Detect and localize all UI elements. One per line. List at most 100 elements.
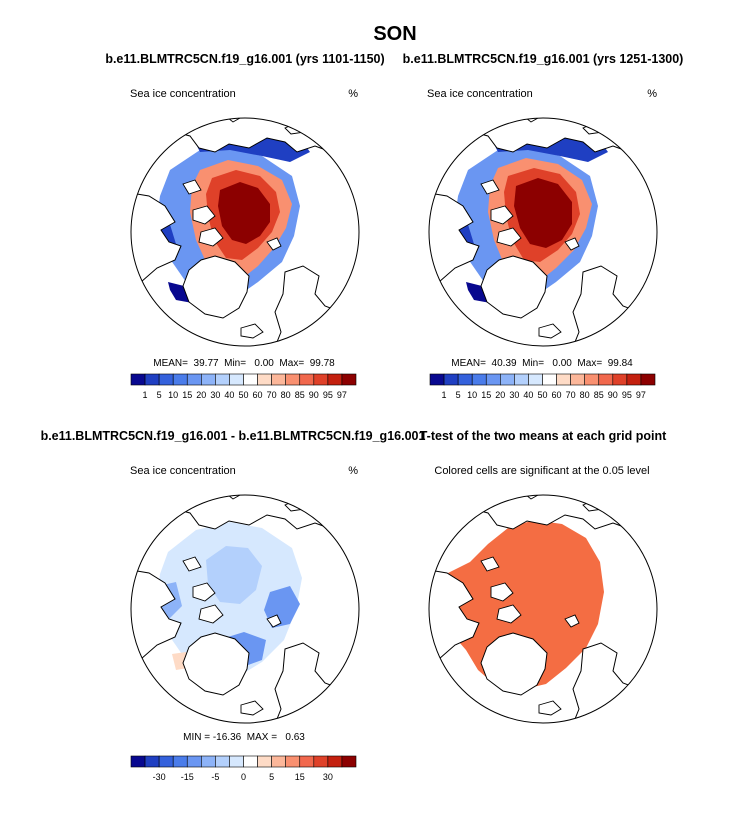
colorbar: 1 5 10 15 20 30 40 50 60 70 80 85 90 95 97 [130, 373, 357, 400]
colorbar-tick-label: 15 [481, 390, 491, 400]
colorbar-tick-label: 97 [636, 390, 646, 400]
colorbar-swatch [556, 373, 571, 386]
colorbar-swatch [215, 755, 230, 768]
units-label: % [348, 465, 358, 477]
units-label: % [647, 88, 657, 100]
colorbar-tick-label: 15 [182, 390, 192, 400]
colorbar-tick-label: 70 [267, 390, 277, 400]
diff-field [131, 495, 359, 723]
panel-top-right: b.e11.BLMTRC5CN.f19_g16.001 (yrs 1251-13… [403, 52, 684, 400]
panel-subtitle: Colored cells are significant at the 0.0… [434, 465, 649, 477]
colorbar-swatch [341, 373, 357, 386]
stats-label: MEAN= 40.39 Min= 0.00 Max= 99.84 [451, 358, 633, 369]
colorbar-swatch [471, 373, 487, 386]
variable-label: Sea ice concentration [130, 88, 236, 100]
panel-title: b.e11.BLMTRC5CN.f19_g16.001 (yrs 1101-11… [105, 52, 384, 66]
colorbar-tick-label: 0 [241, 772, 246, 782]
colorbar-swatch [485, 373, 501, 386]
colorbar-swatch [285, 755, 301, 768]
colorbar-tick-label: 5 [456, 390, 461, 400]
map-border [428, 117, 658, 347]
colorbar-swatch [243, 373, 258, 386]
colorbar-swatch [229, 755, 244, 768]
colorbar-swatch [457, 373, 473, 386]
colorbar-swatch [612, 373, 628, 386]
colorbar-swatch [313, 373, 329, 386]
colorbar-tick-label: 20 [196, 390, 206, 400]
colorbar-tick-label: 70 [566, 390, 576, 400]
colorbar-swatch [257, 755, 272, 768]
colorbar-swatch [299, 755, 315, 768]
colorbar-swatch [158, 755, 174, 768]
panel-title: b.e11.BLMTRC5CN.f19_g16.001 - b.e11.BLMT… [41, 429, 426, 443]
colorbar-tick-label: 30 [509, 390, 519, 400]
colorbar-tick-label: 80 [281, 390, 291, 400]
stats-label: MEAN= 39.77 Min= 0.00 Max= 99.78 [153, 358, 335, 369]
colorbar-swatch [429, 373, 445, 386]
colorbar-swatch [327, 373, 343, 386]
colorbar-swatch [243, 755, 258, 768]
diff-moderate [206, 546, 262, 604]
colorbar-swatch [144, 373, 160, 386]
panel-title: T-test of the two means at each grid poi… [420, 429, 667, 443]
map-border [130, 117, 360, 347]
colorbar-swatch [528, 373, 543, 386]
colorbar-swatch [341, 755, 357, 768]
ice-central [514, 178, 572, 248]
colorbar-tick-label: 5 [157, 390, 162, 400]
significance-field [429, 495, 657, 723]
colorbar-tick-label: 5 [269, 772, 274, 782]
colorbar: 1 5 10 15 20 30 40 50 60 70 80 85 90 95 97 [429, 373, 656, 400]
colorbar-tick-label: 85 [594, 390, 604, 400]
panel-bottom-right: T-test of the two means at each grid poi… [420, 429, 667, 724]
colorbar-swatch [201, 755, 216, 768]
variable-label: Sea ice concentration [427, 88, 533, 100]
colorbar-tick-label: -30 [153, 772, 166, 782]
colorbar-tick-label: 60 [552, 390, 562, 400]
colorbar-swatch [443, 373, 459, 386]
panel-bottom-left: b.e11.BLMTRC5CN.f19_g16.001 - b.e11.BLMT… [41, 429, 426, 782]
map-border [130, 494, 360, 724]
colorbar-swatch [285, 373, 301, 386]
colorbar-swatch [144, 755, 160, 768]
colorbar-swatch [584, 373, 600, 386]
colorbar-tick-label: 50 [238, 390, 248, 400]
colorbar-swatch [172, 373, 188, 386]
colorbar-swatch [570, 373, 585, 386]
colorbar-tick-label: 85 [295, 390, 305, 400]
panel-top-left: b.e11.BLMTRC5CN.f19_g16.001 (yrs 1101-11… [105, 52, 384, 400]
colorbar-tick-label: 30 [210, 390, 220, 400]
colorbar-swatch [626, 373, 642, 386]
colorbar-tick-label: -5 [211, 772, 219, 782]
colorbar-tick-label: 95 [622, 390, 632, 400]
colorbar-swatch [172, 755, 188, 768]
ice-central [218, 182, 270, 244]
colorbar-tick-label: 10 [168, 390, 178, 400]
map-border [428, 494, 658, 724]
figure-title: SON [373, 23, 416, 45]
colorbar-tick-label: 20 [495, 390, 505, 400]
colorbar: -30 -15 -5 0 5 15 30 [130, 755, 357, 782]
panel-title: b.e11.BLMTRC5CN.f19_g16.001 (yrs 1251-13… [403, 52, 684, 66]
colorbar-swatch [327, 755, 343, 768]
colorbar-swatch [514, 373, 529, 386]
colorbar-tick-label: 97 [337, 390, 347, 400]
colorbar-swatch [542, 373, 557, 386]
colorbar-tick-label: 50 [537, 390, 547, 400]
colorbar-tick-label: 40 [224, 390, 234, 400]
colorbar-tick-label: 90 [309, 390, 319, 400]
colorbar-swatch [130, 373, 146, 386]
colorbar-swatch [299, 373, 315, 386]
colorbar-swatch [313, 755, 329, 768]
colorbar-tick-label: 1 [143, 390, 148, 400]
colorbar-tick-label: 90 [608, 390, 618, 400]
colorbar-tick-label: 1 [442, 390, 447, 400]
colorbar-tick-label: 95 [323, 390, 333, 400]
ice-field [429, 118, 657, 346]
colorbar-swatch [257, 373, 272, 386]
colorbar-tick-label: 60 [253, 390, 263, 400]
variable-label: Sea ice concentration [130, 465, 236, 477]
ice-field [131, 118, 359, 346]
colorbar-swatch [229, 373, 244, 386]
